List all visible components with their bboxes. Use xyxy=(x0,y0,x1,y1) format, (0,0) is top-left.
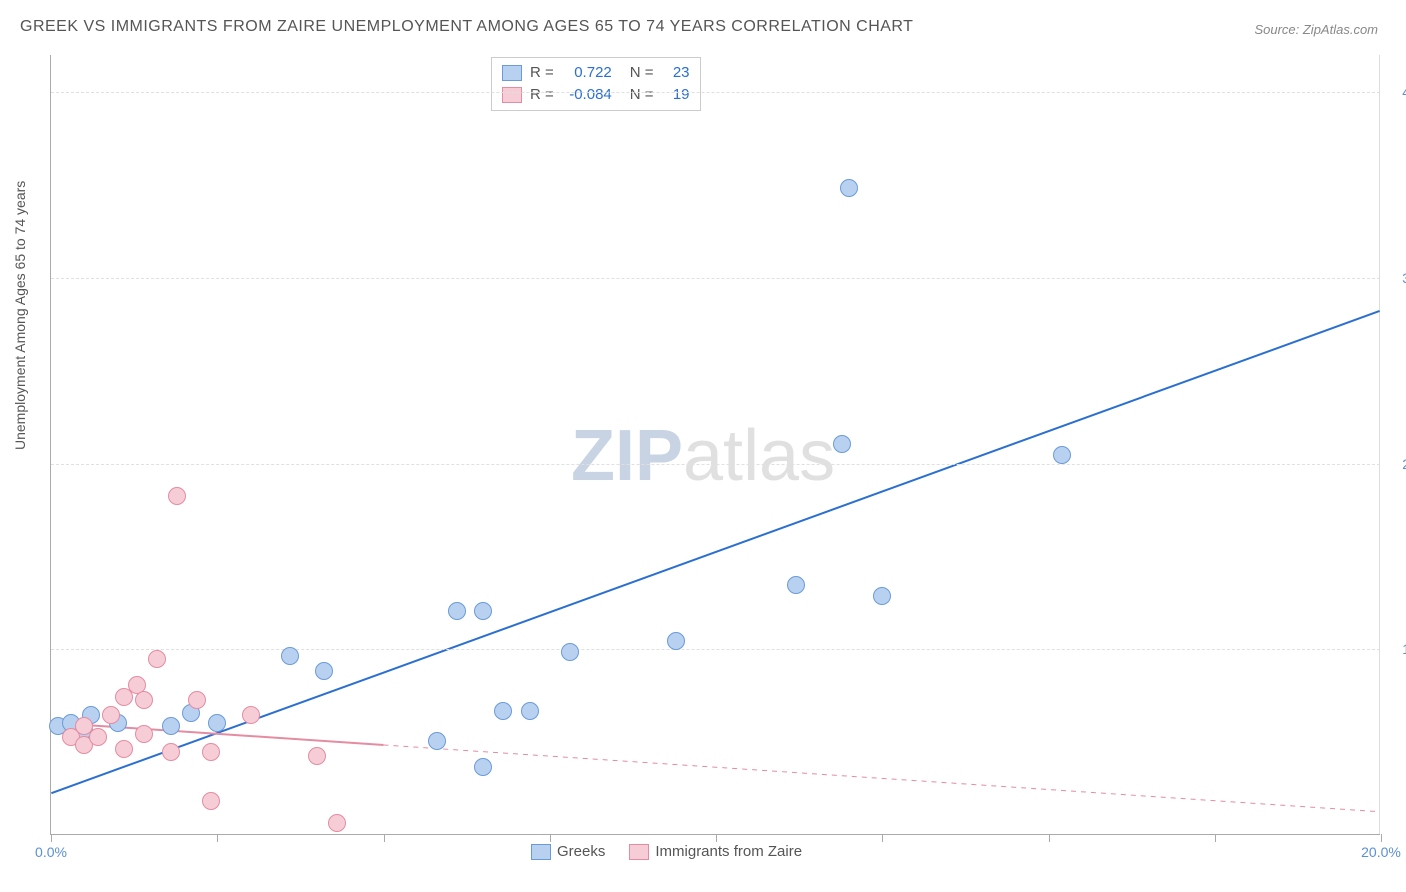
data-point xyxy=(308,747,326,765)
data-point xyxy=(873,587,891,605)
x-tick xyxy=(384,834,385,842)
data-point xyxy=(474,758,492,776)
legend-item: Greeks xyxy=(531,843,605,860)
legend-item: Immigrants from Zaire xyxy=(629,843,802,860)
data-point xyxy=(168,487,186,505)
data-point xyxy=(242,706,260,724)
legend-label: Immigrants from Zaire xyxy=(655,843,802,860)
gridline-h xyxy=(51,649,1380,650)
data-point xyxy=(787,576,805,594)
legend-swatch xyxy=(531,844,551,860)
data-point xyxy=(281,647,299,665)
data-point xyxy=(162,743,180,761)
data-point xyxy=(448,602,466,620)
x-tick xyxy=(1049,834,1050,842)
x-tick xyxy=(716,834,717,842)
x-tick xyxy=(217,834,218,842)
y-axis-label: Unemployment Among Ages 65 to 74 years xyxy=(12,181,28,450)
data-point xyxy=(494,702,512,720)
data-point xyxy=(102,706,120,724)
data-point xyxy=(1053,446,1071,464)
source-label: Source: ZipAtlas.com xyxy=(1254,22,1378,37)
data-point xyxy=(162,717,180,735)
data-point xyxy=(428,732,446,750)
data-point xyxy=(474,602,492,620)
plot-area: ZIPatlas R =0.722N =23R =-0.084N =19 Gre… xyxy=(50,55,1380,835)
data-point xyxy=(315,662,333,680)
legend-label: Greeks xyxy=(557,843,605,860)
data-point xyxy=(148,650,166,668)
y-tick-label: 30.0% xyxy=(1387,270,1406,286)
chart-title: GREEK VS IMMIGRANTS FROM ZAIRE UNEMPLOYM… xyxy=(20,18,913,36)
x-tick xyxy=(882,834,883,842)
y-tick-label: 20.0% xyxy=(1387,456,1406,472)
gridline-h xyxy=(51,92,1380,93)
data-point xyxy=(135,691,153,709)
x-tick xyxy=(550,834,551,842)
data-point xyxy=(188,691,206,709)
gridline-h xyxy=(51,464,1380,465)
bottom-legend: Greeks Immigrants from Zaire xyxy=(531,843,802,860)
data-point xyxy=(328,814,346,832)
data-point xyxy=(561,643,579,661)
x-tick-label: 20.0% xyxy=(1361,844,1401,860)
data-point xyxy=(833,435,851,453)
data-point xyxy=(135,725,153,743)
data-point xyxy=(202,743,220,761)
data-point xyxy=(667,632,685,650)
y-tick-label: 40.0% xyxy=(1387,84,1406,100)
x-tick xyxy=(1381,834,1382,842)
x-tick-label: 0.0% xyxy=(35,844,67,860)
data-point xyxy=(840,179,858,197)
x-tick xyxy=(1215,834,1216,842)
gridline-h xyxy=(51,278,1380,279)
data-point xyxy=(208,714,226,732)
data-point xyxy=(202,792,220,810)
legend-swatch xyxy=(629,844,649,860)
y-tick-label: 10.0% xyxy=(1387,641,1406,657)
data-point xyxy=(115,740,133,758)
data-point xyxy=(89,728,107,746)
data-point xyxy=(521,702,539,720)
x-tick xyxy=(51,834,52,842)
